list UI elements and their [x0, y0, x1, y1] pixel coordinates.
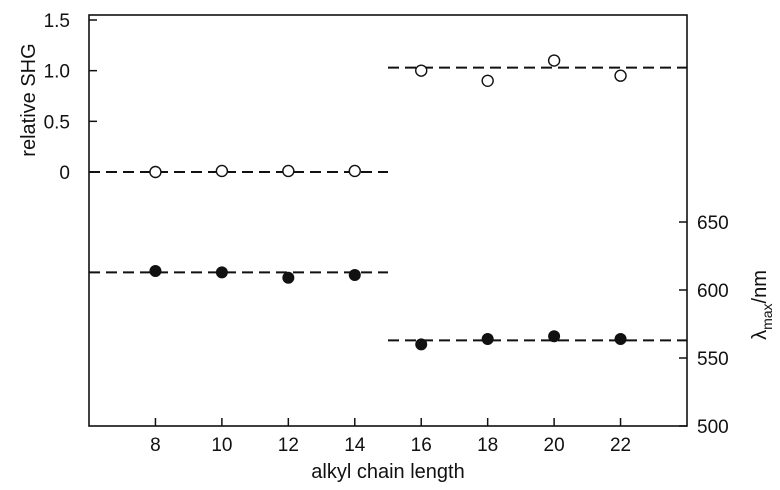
open-circle-point: [215, 164, 229, 178]
left-y-tick-label: 1.5: [44, 11, 70, 32]
open-circle-point: [481, 74, 494, 88]
filled-circle-point: [481, 332, 494, 345]
x-tick-label: 8: [150, 435, 161, 456]
x-axis-ticks: 8 10 12 14 16 18 20 22: [150, 418, 631, 456]
right-y-unit: /nm: [749, 270, 771, 303]
filled-circle-point: [548, 330, 561, 343]
left-y-tick-label: 0.5: [44, 112, 70, 133]
filled-circle-point: [415, 338, 428, 351]
open-circle-point: [282, 164, 295, 178]
filled-circle-point: [149, 264, 162, 277]
open-circle-point: [149, 165, 162, 179]
open-circle-point: [614, 69, 627, 82]
data-points: [149, 54, 627, 351]
right-y-tick-label: 500: [697, 417, 729, 438]
filled-circle-point: [282, 271, 295, 284]
right-y-axis-ticks: 500 550 600 650: [679, 213, 729, 438]
plot-frame: [88, 14, 688, 427]
filled-circle-point: [215, 266, 228, 279]
x-tick-label: 22: [610, 435, 631, 456]
right-y-axis-title: λmax/nm: [749, 270, 775, 340]
right-y-tick-label: 600: [697, 281, 729, 302]
reference-lines: [89, 66, 687, 342]
left-y-tick-label: 0: [59, 163, 70, 184]
right-y-tick-label: 650: [697, 213, 729, 234]
lambda-subscript: max: [759, 303, 775, 329]
filled-circle-point: [348, 269, 361, 282]
x-tick-label: 14: [344, 435, 366, 456]
x-tick-label: 20: [544, 435, 565, 456]
x-axis-title: alkyl chain length: [311, 461, 464, 483]
filled-circle-point: [614, 332, 627, 345]
left-y-tick-label: 1.0: [44, 62, 70, 83]
x-tick-label: 12: [278, 435, 299, 456]
open-circle-point: [415, 64, 428, 77]
right-y-tick-label: 550: [697, 349, 729, 370]
x-tick-label: 18: [477, 435, 498, 456]
lambda-symbol: λ: [749, 330, 771, 340]
x-tick-label: 10: [211, 435, 232, 456]
x-tick-label: 16: [411, 435, 432, 456]
left-y-axis-ticks: 0 0.5 1.0 1.5: [44, 11, 97, 184]
open-circle-point: [547, 54, 561, 67]
open-circle-point: [348, 164, 361, 178]
left-y-axis-title: relative SHG: [18, 43, 40, 156]
